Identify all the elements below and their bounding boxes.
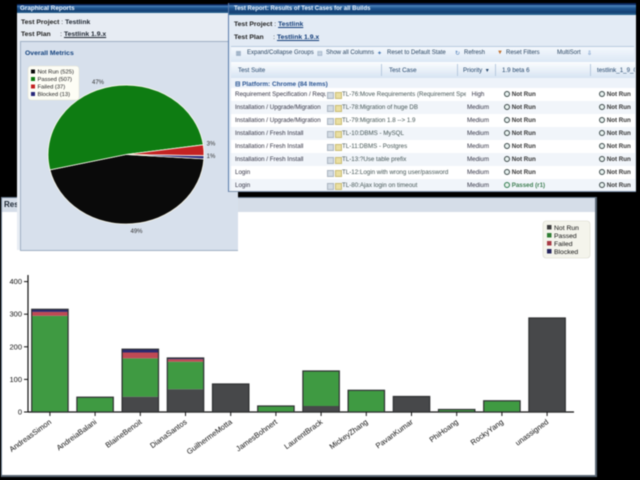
svg-text:Failed (37): Failed (37)	[38, 85, 66, 91]
svg-text:Blocked: Blocked	[554, 249, 578, 256]
svg-text:PhiHoang: PhiHoang	[428, 417, 460, 444]
svg-text:100: 100	[9, 375, 22, 384]
svg-text:unassigned: unassigned	[514, 417, 551, 447]
svg-text:AndreasSimon: AndreasSimon	[7, 417, 53, 454]
svg-text:Not Run (525): Not Run (525)	[38, 70, 74, 76]
svg-text:1%: 1%	[207, 154, 216, 160]
svg-text:0: 0	[18, 408, 22, 417]
svg-text:AndreiaBalani: AndreiaBalani	[55, 417, 99, 452]
svg-text:Failed: Failed	[554, 241, 573, 248]
svg-text:RockyYang: RockyYang	[469, 417, 505, 447]
svg-text:47%: 47%	[92, 80, 105, 86]
svg-text:MickeyZhang: MickeyZhang	[328, 417, 370, 451]
svg-text:Passed: Passed	[554, 233, 577, 240]
svg-text:DianaSantos: DianaSantos	[148, 417, 189, 450]
svg-text:300: 300	[9, 310, 22, 319]
svg-text:Passed (507): Passed (507)	[38, 77, 73, 83]
svg-text:Not Run: Not Run	[554, 225, 579, 232]
svg-text:3%: 3%	[207, 142, 216, 148]
svg-text:200: 200	[9, 342, 22, 351]
svg-text:LaurentBrack: LaurentBrack	[282, 417, 324, 451]
svg-text:JamesBohnert: JamesBohnert	[234, 417, 280, 454]
svg-text:PavanKumar: PavanKumar	[374, 417, 415, 450]
svg-text:BlaineBenoit: BlaineBenoit	[104, 417, 145, 450]
svg-text:GuilhermeMotta: GuilhermeMotta	[185, 417, 235, 456]
svg-text:400: 400	[9, 277, 22, 286]
svg-text:Blocked (13): Blocked (13)	[38, 92, 71, 98]
svg-text:49%: 49%	[130, 229, 143, 235]
